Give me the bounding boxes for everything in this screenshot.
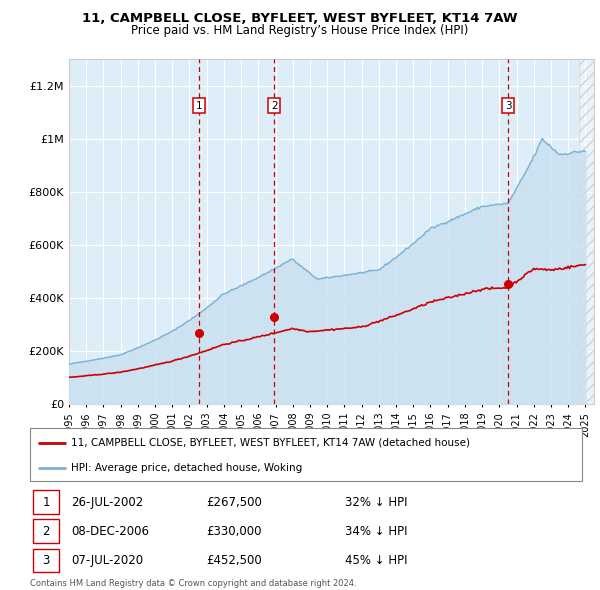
Text: 3: 3 — [505, 101, 512, 110]
Text: 45% ↓ HPI: 45% ↓ HPI — [344, 554, 407, 567]
Text: £452,500: £452,500 — [206, 554, 262, 567]
Text: £267,500: £267,500 — [206, 496, 263, 509]
Text: HPI: Average price, detached house, Woking: HPI: Average price, detached house, Woki… — [71, 463, 302, 473]
Text: 34% ↓ HPI: 34% ↓ HPI — [344, 525, 407, 538]
FancyBboxPatch shape — [30, 428, 582, 481]
Text: 26-JUL-2002: 26-JUL-2002 — [71, 496, 143, 509]
FancyBboxPatch shape — [33, 490, 59, 514]
Text: 11, CAMPBELL CLOSE, BYFLEET, WEST BYFLEET, KT14 7AW (detached house): 11, CAMPBELL CLOSE, BYFLEET, WEST BYFLEE… — [71, 438, 470, 448]
Bar — [578, 59, 594, 404]
FancyBboxPatch shape — [33, 549, 59, 572]
Text: Price paid vs. HM Land Registry’s House Price Index (HPI): Price paid vs. HM Land Registry’s House … — [131, 24, 469, 37]
Text: 08-DEC-2006: 08-DEC-2006 — [71, 525, 149, 538]
Text: Contains HM Land Registry data © Crown copyright and database right 2024.
This d: Contains HM Land Registry data © Crown c… — [30, 579, 356, 590]
Text: 07-JUL-2020: 07-JUL-2020 — [71, 554, 143, 567]
FancyBboxPatch shape — [33, 519, 59, 543]
Text: 32% ↓ HPI: 32% ↓ HPI — [344, 496, 407, 509]
Text: 2: 2 — [271, 101, 278, 110]
Text: 3: 3 — [43, 554, 50, 567]
Text: 1: 1 — [196, 101, 203, 110]
Text: £330,000: £330,000 — [206, 525, 262, 538]
Text: 11, CAMPBELL CLOSE, BYFLEET, WEST BYFLEET, KT14 7AW: 11, CAMPBELL CLOSE, BYFLEET, WEST BYFLEE… — [82, 12, 518, 25]
Bar — [578, 59, 600, 404]
Text: 2: 2 — [42, 525, 50, 538]
Text: 1: 1 — [42, 496, 50, 509]
